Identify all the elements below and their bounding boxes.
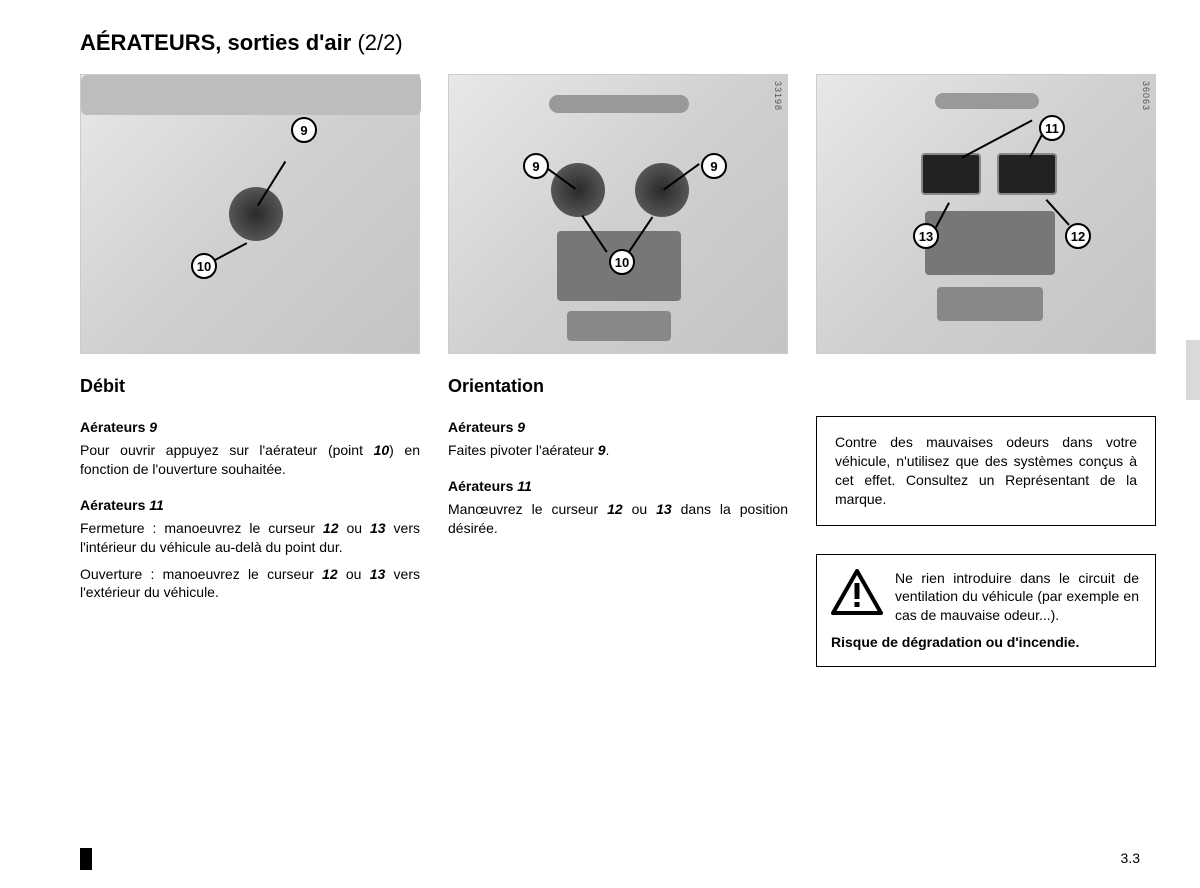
callout-9: 9 (523, 153, 549, 179)
warning-icon (831, 569, 883, 615)
hvac-panel-icon (937, 287, 1043, 321)
callout-13: 13 (913, 223, 939, 249)
top-grille-icon (935, 93, 1039, 109)
warning-text: Ne rien introduire dans le circuit de ve… (895, 569, 1139, 626)
subheading-aerateurs-11: Aérateurs 11 (80, 497, 420, 513)
figure-left: 33197 9 10 (80, 74, 420, 354)
page-number: 3.3 (1121, 850, 1140, 866)
column-left: 33197 9 10 Débit Aérateurs 9 Pour ouvrir… (80, 74, 420, 667)
figure-center: 33198 9 9 10 (448, 74, 788, 354)
rect-vent-right-icon (997, 153, 1057, 195)
page-title-strong: AÉRATEURS, sorties d'air (80, 30, 351, 55)
para-ouverture: Ouverture : manoeuvrez le curseur 12 ou … (80, 565, 420, 603)
footer-mark-icon (80, 848, 92, 870)
figure-code: 36063 (1141, 81, 1151, 111)
heading-debit: Débit (80, 376, 420, 397)
side-vent-icon (229, 187, 283, 241)
para-debit-9: Pour ouvrir appuyez sur l'aérateur (poin… (80, 441, 420, 479)
center-vent-left-icon (551, 163, 605, 217)
note-text: Contre des mauvaises odeurs dans votre v… (835, 434, 1137, 507)
radio-unit-icon (925, 211, 1055, 275)
callout-10: 10 (609, 249, 635, 275)
hvac-panel-icon (567, 311, 671, 341)
column-right: 36063 11 13 12 Contre des mauvaises odeu… (816, 74, 1156, 667)
para-pivot: Faites pivoter l'aérateur 9. (448, 441, 788, 460)
subheading-aerateurs-9: Aérateurs 9 (448, 419, 788, 435)
heading-orientation: Orientation (448, 376, 788, 397)
para-curseur: Manœuvrez le curseur 12 ou 13 dans la po… (448, 500, 788, 538)
center-vent-right-icon (635, 163, 689, 217)
callout-11: 11 (1039, 115, 1065, 141)
para-fermeture: Fermeture : manoeuvrez le curseur 12 ou … (80, 519, 420, 557)
subheading-aerateurs-11: Aérateurs 11 (448, 478, 788, 494)
page-tab-edge (1186, 340, 1200, 400)
callout-9: 9 (291, 117, 317, 143)
figure-right: 36063 11 13 12 (816, 74, 1156, 354)
page-title: AÉRATEURS, sorties d'air (2/2) (80, 30, 1150, 56)
warning-row: Ne rien introduire dans le circuit de ve… (831, 569, 1139, 626)
leader-line (211, 242, 247, 262)
callout-12: 12 (1065, 223, 1091, 249)
callout-10: 10 (191, 253, 217, 279)
page-title-part: (2/2) (357, 30, 402, 55)
column-center: 33198 9 9 10 Orientation Aérateurs 9 Fai… (448, 74, 788, 667)
callout-9: 9 (701, 153, 727, 179)
top-grille-icon (549, 95, 689, 113)
content-columns: 33197 9 10 Débit Aérateurs 9 Pour ouvrir… (80, 74, 1150, 667)
rect-vent-left-icon (921, 153, 981, 195)
figure-code: 33198 (773, 81, 783, 111)
note-box: Contre des mauvaises odeurs dans votre v… (816, 416, 1156, 526)
subheading-aerateurs-9: Aérateurs 9 (80, 419, 420, 435)
dash-shade (81, 75, 421, 115)
warning-box: Ne rien introduire dans le circuit de ve… (816, 554, 1156, 668)
warning-bold: Risque de dégradation ou d'incendie. (831, 633, 1139, 652)
